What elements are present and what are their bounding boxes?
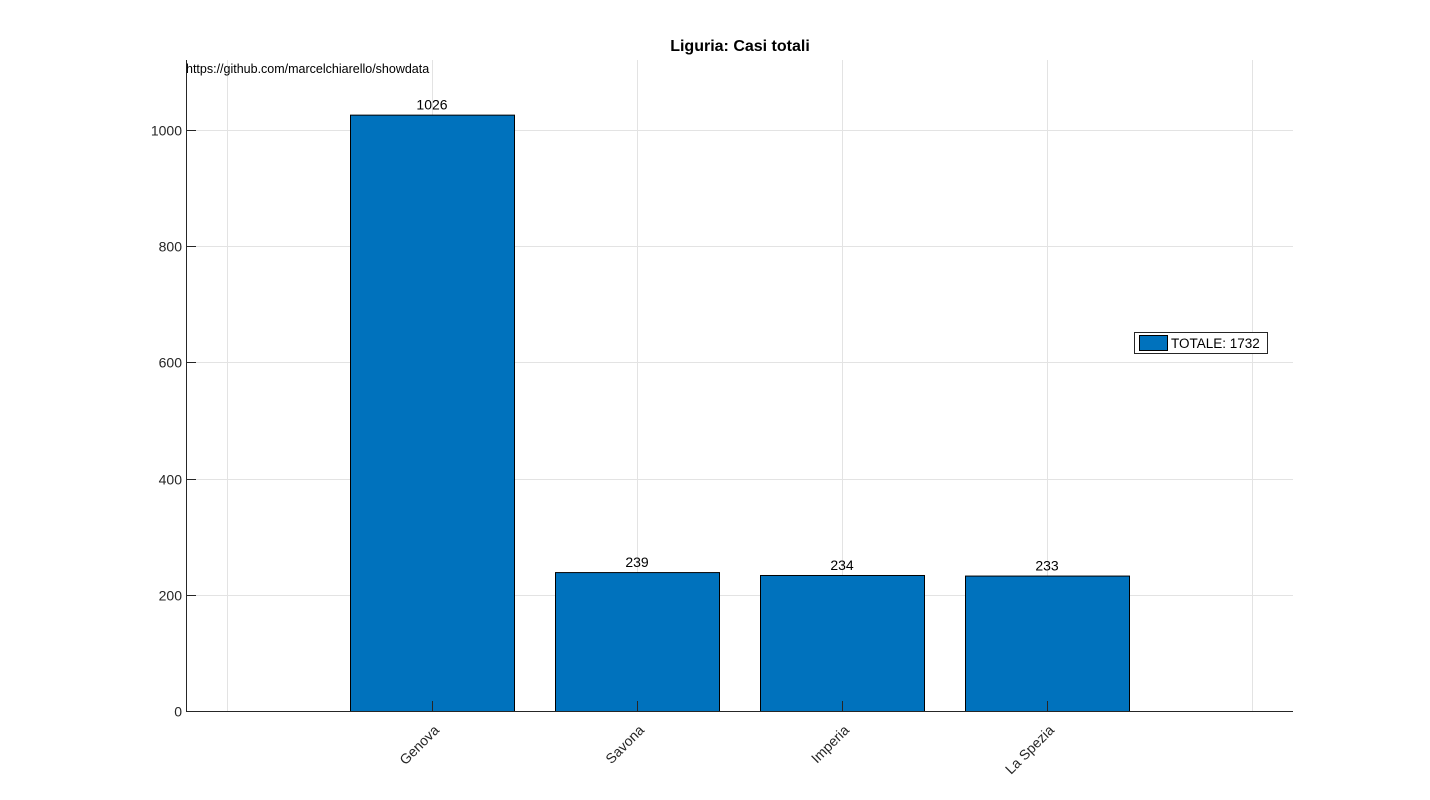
y-tick-label: 800 [159,239,183,255]
legend-swatch [1139,335,1168,351]
bars-layer [350,114,1130,712]
x-tick-label: Savona [602,722,647,767]
axes-layer [186,60,1293,712]
bar-value-label: 239 [625,554,649,570]
y-tick-label: 600 [159,355,183,371]
legend: TOTALE: 1732 [1134,332,1268,354]
x-tick-label: La Spezia [1002,722,1057,777]
y-tick-label: 400 [159,472,183,488]
bar-value-label: 233 [1035,558,1059,574]
bar-value-label: 234 [830,557,854,573]
x-tick-label: Genova [396,722,442,768]
y-tick-label: 1000 [151,123,182,139]
bar [555,572,720,712]
legend-label: TOTALE: 1732 [1171,336,1260,351]
bar [760,574,925,712]
bar [350,114,515,712]
x-tick-label: Imperia [808,722,852,766]
y-tick-label: 200 [159,588,183,604]
chart-title: Liguria: Casi totali [670,38,810,55]
bar [965,575,1130,712]
y-tick-label: 0 [174,704,182,720]
bar-value-label: 1026 [416,97,447,113]
source-annotation: https://github.com/marcelchiarello/showd… [186,62,429,76]
